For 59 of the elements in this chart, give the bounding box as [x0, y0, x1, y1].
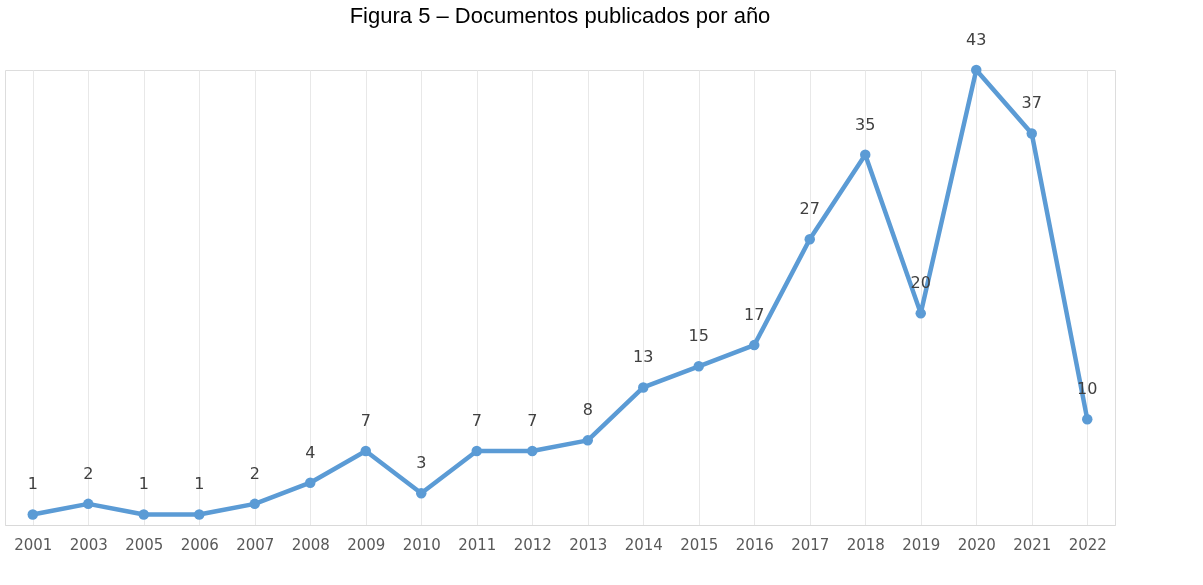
x-tick-label: 2003 — [69, 535, 108, 554]
point — [27, 509, 38, 520]
data-label: 7 — [527, 410, 538, 430]
x-tick-label: 2006 — [180, 535, 219, 554]
point — [416, 488, 427, 499]
x-tick-label: 2019 — [902, 535, 941, 554]
x-tick-label: 2005 — [125, 535, 164, 554]
data-label: 15 — [688, 326, 709, 346]
point — [83, 498, 94, 510]
x-tick-label: 2022 — [1068, 535, 1107, 554]
x-tick-label: 2008 — [291, 535, 330, 554]
data-label: 2 — [83, 463, 94, 483]
x-tick-label: 2001 — [14, 535, 53, 554]
point — [305, 477, 316, 488]
data-label: 1 — [194, 474, 205, 494]
data-label: 1 — [138, 474, 149, 494]
x-tick-label: 2020 — [957, 535, 996, 554]
x-tick-label: 2012 — [513, 535, 552, 554]
point — [804, 234, 815, 245]
point — [1026, 128, 1037, 139]
point — [138, 509, 149, 520]
point — [860, 149, 871, 160]
x-tick-label: 2007 — [236, 535, 275, 554]
x-tick-label: 2017 — [791, 535, 830, 554]
data-label: 8 — [582, 400, 593, 420]
point — [915, 308, 926, 319]
point — [1082, 413, 1093, 425]
x-tick-label: 2018 — [846, 535, 885, 554]
point — [638, 382, 649, 393]
data-label: 1 — [27, 474, 38, 494]
data-label: 43 — [966, 30, 987, 49]
point — [194, 509, 205, 520]
data-label: 37 — [1021, 93, 1042, 113]
x-tick-label: 2021 — [1013, 535, 1052, 554]
point — [582, 435, 593, 446]
data-label: 35 — [855, 114, 876, 134]
point — [693, 361, 704, 372]
x-tick-label: 2010 — [402, 535, 441, 554]
point — [471, 445, 482, 457]
data-label: 17 — [744, 305, 765, 325]
point — [971, 64, 982, 76]
point — [360, 445, 371, 457]
x-tick-label: 2016 — [735, 535, 774, 554]
data-label: 7 — [471, 410, 482, 430]
data-label: 3 — [416, 453, 427, 473]
data-label: 7 — [360, 410, 371, 430]
data-label: 27 — [799, 199, 820, 219]
data-label: 2 — [249, 463, 260, 483]
data-label: 13 — [633, 347, 654, 367]
point — [749, 339, 760, 351]
x-tick-label: 2013 — [569, 535, 608, 554]
chart-title: Figura 5 – Documentos publicados por año — [349, 3, 771, 28]
data-label: 4 — [305, 442, 316, 462]
x-tick-label: 2015 — [680, 535, 719, 554]
x-tick-label: 2009 — [347, 535, 386, 554]
x-tick-label: 2011 — [458, 535, 497, 554]
point — [249, 498, 260, 510]
point — [527, 445, 538, 457]
x-tick-label: 2014 — [624, 535, 663, 554]
